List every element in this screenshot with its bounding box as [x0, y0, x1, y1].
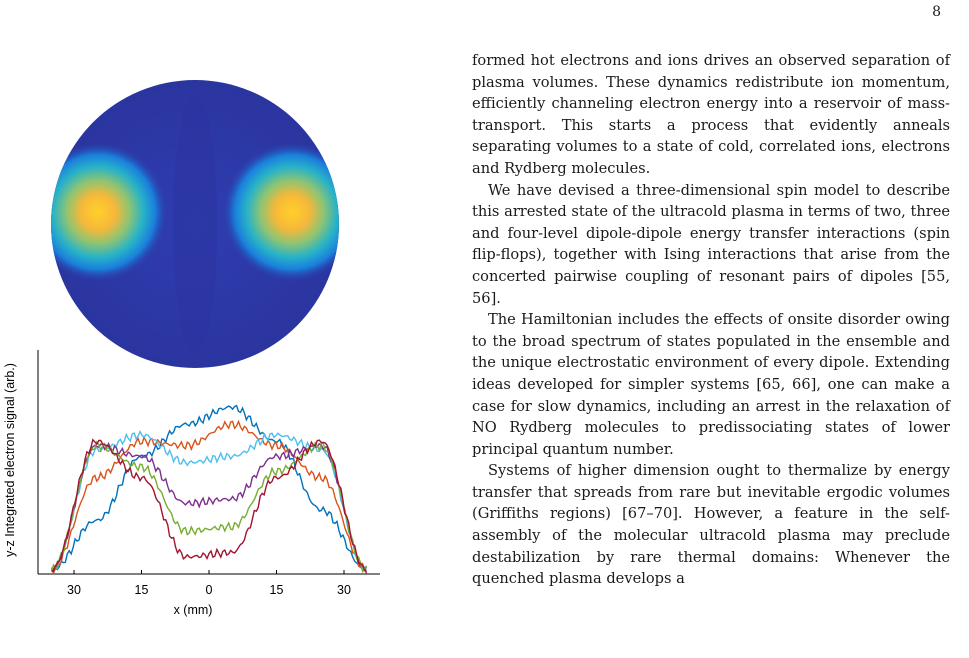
series-line — [51, 438, 367, 573]
electron-density-image — [51, 80, 339, 368]
series-group — [50, 404, 368, 576]
text-column: formed hot electrons and ions drives an … — [472, 50, 950, 590]
x-tick-label: 15 — [135, 583, 149, 597]
figure: 30 15 0 15 30 x (mm) y-z Integrated electron… — [0, 0, 440, 658]
x-ticks: 30 15 0 15 30 — [67, 570, 351, 597]
series-line — [50, 419, 368, 576]
page-number: 8 — [932, 4, 941, 20]
right-plasma-volume — [222, 142, 339, 282]
figure-svg: 30 15 0 15 30 x (mm) y-z Integrated electron… — [3, 80, 380, 617]
x-tick-label: 15 — [270, 583, 284, 597]
x-tick-label: 30 — [337, 583, 351, 597]
paragraph: The Hamiltonian includes the effects of … — [472, 311, 950, 458]
x-tick-label: 30 — [67, 583, 81, 597]
x-tick-label: 0 — [206, 583, 213, 597]
y-axis-label: y-z Integrated electron signal (arb.) — [3, 363, 17, 557]
line-plot: 30 15 0 15 30 x (mm) y-z Integrated electron… — [3, 350, 380, 617]
paragraph: We have devised a three-dimensional spin… — [472, 181, 950, 307]
series-line — [51, 429, 367, 571]
paragraph: formed hot electrons and ions drives an … — [472, 52, 950, 177]
paragraph: Systems of higher dimension ought to the… — [472, 462, 950, 588]
left-plasma-volume — [51, 142, 168, 282]
x-axis-label: x (mm) — [174, 603, 213, 617]
series-line — [51, 404, 368, 572]
